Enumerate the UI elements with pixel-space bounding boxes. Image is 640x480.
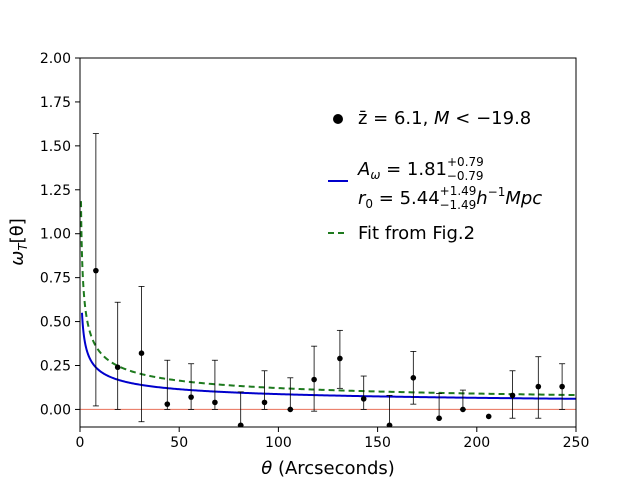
legend-points-marker (333, 114, 343, 124)
data-point (164, 401, 171, 407)
data-point (93, 267, 99, 274)
data-point (460, 406, 466, 413)
curve-layer (80, 201, 576, 400)
data-point (237, 422, 244, 427)
data-point (138, 350, 145, 357)
data-point (287, 406, 294, 413)
data-point (436, 415, 442, 422)
x-axis-title: θ (Arcseconds) (261, 458, 395, 479)
data-point (485, 413, 492, 420)
legend-fig2-label: Fit from Fig.2 (358, 223, 475, 244)
y-tick-label: 1.25 (40, 183, 71, 199)
y-axis-title: ωT[θ] (7, 218, 30, 265)
y-tick-label: 1.50 (40, 139, 71, 155)
x-tick-label: 200 (463, 435, 490, 451)
data-point (311, 376, 317, 383)
x-tick-label: 50 (170, 435, 188, 451)
data-point (535, 383, 542, 390)
y-tick-label: 2.00 (40, 51, 71, 67)
data-point (360, 396, 367, 402)
legend-aw-label: Aω = 1.81+0.79 −0.79 (357, 155, 484, 183)
data-point (559, 383, 565, 390)
plot-frame (79, 57, 577, 428)
data-point (410, 375, 417, 381)
y-tick-label: 0.75 (40, 271, 71, 287)
data-point (114, 364, 121, 371)
y-axis-ticks: 0.00 0.25 0.50 0.75 1.00 1.25 1.50 1.75 2.00 (40, 51, 80, 418)
x-axis-ticks: 0 50 100 150 200 250 (76, 427, 590, 451)
x-tick-label: 100 (265, 435, 292, 451)
y-tick-label: 0.00 (40, 402, 71, 418)
data-point-layer (92, 133, 566, 427)
legend-r0-label: r0 = 5.44+1.49 −1.49h−1Mpc (358, 184, 542, 212)
y-tick-label: 0.50 (40, 315, 71, 331)
x-tick-label: 250 (563, 435, 590, 451)
data-point (337, 355, 343, 362)
x-tick-label: 150 (364, 435, 391, 451)
y-tick-label: 0.25 (40, 359, 71, 375)
legend: z̄ = 6.1, M < −19.8 Aω = 1.81+0.79 −0.79 … (328, 108, 542, 244)
y-tick-label: 1.00 (40, 227, 71, 243)
power-law-fit-curve (80, 312, 576, 400)
data-point (386, 422, 393, 427)
data-point (509, 392, 516, 399)
y-tick-label: 1.75 (40, 95, 71, 111)
fig2-fit-curve (80, 201, 576, 397)
data-point (188, 394, 194, 400)
x-tick-label: 0 (76, 435, 85, 451)
data-point (212, 399, 218, 406)
data-point (261, 399, 268, 406)
legend-points-label: z̄ = 6.1, M < −19.8 (358, 108, 531, 129)
